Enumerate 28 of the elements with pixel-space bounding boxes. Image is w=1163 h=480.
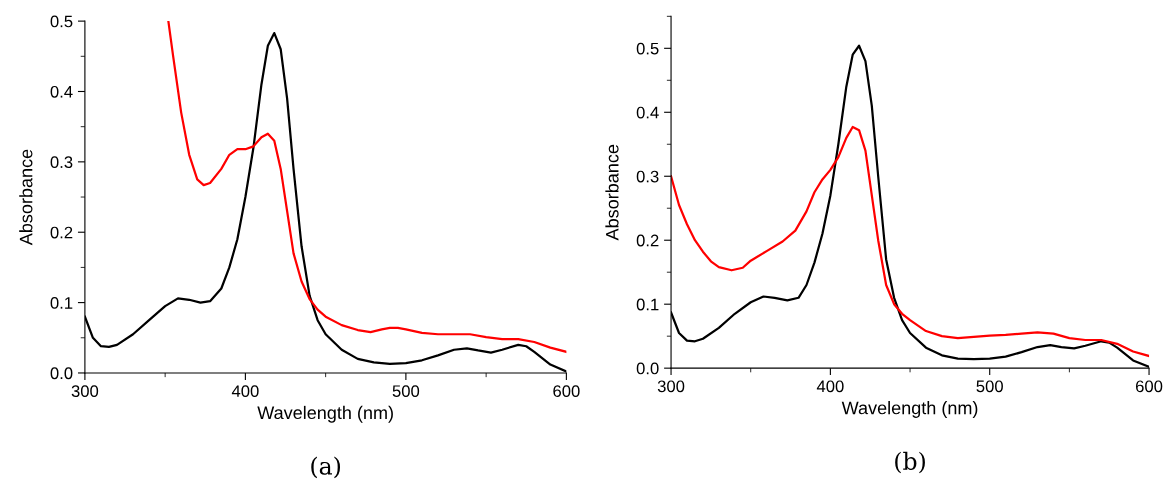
x-axis-title: Wavelength (nm) — [841, 401, 978, 418]
x-tick-label: 600 — [553, 385, 580, 398]
text: (b) — [895, 451, 925, 474]
y-tick-label: 0.3 — [636, 170, 659, 183]
x-tick-label: 400 — [231, 385, 259, 398]
y-tick-label: 0.0 — [636, 362, 659, 375]
x-tick-label: 300 — [71, 385, 99, 398]
y-axis-title: Absorbance — [605, 144, 619, 241]
y-tick-label: 0.5 — [50, 15, 73, 28]
x-tick-label: 500 — [976, 380, 1003, 393]
y-tick-label: 0.4 — [50, 85, 73, 98]
y-axis-title: Absorbance — [19, 149, 33, 246]
x-axis-title: Wavelength (nm) — [257, 405, 393, 423]
x-tick-label: 600 — [1135, 380, 1163, 393]
x-tick-label: 300 — [657, 380, 685, 393]
y-tick-label: 0.2 — [50, 226, 73, 239]
y-tick-label: 0.2 — [636, 234, 659, 247]
y-tick-label: 0.5 — [636, 42, 659, 55]
y-tick-label: 0.1 — [636, 298, 659, 311]
line-series — [671, 125, 1150, 358]
y-tick-label: 0.0 — [50, 367, 73, 380]
x-tick-label: 400 — [816, 380, 844, 393]
y-tick-label: 0.4 — [636, 106, 659, 119]
y-tick-label: 0.1 — [50, 296, 73, 309]
line-series — [167, 21, 567, 353]
x-tick-label: 500 — [392, 385, 420, 398]
y-tick-label: 0.3 — [50, 156, 73, 169]
text: (a) — [311, 456, 341, 479]
